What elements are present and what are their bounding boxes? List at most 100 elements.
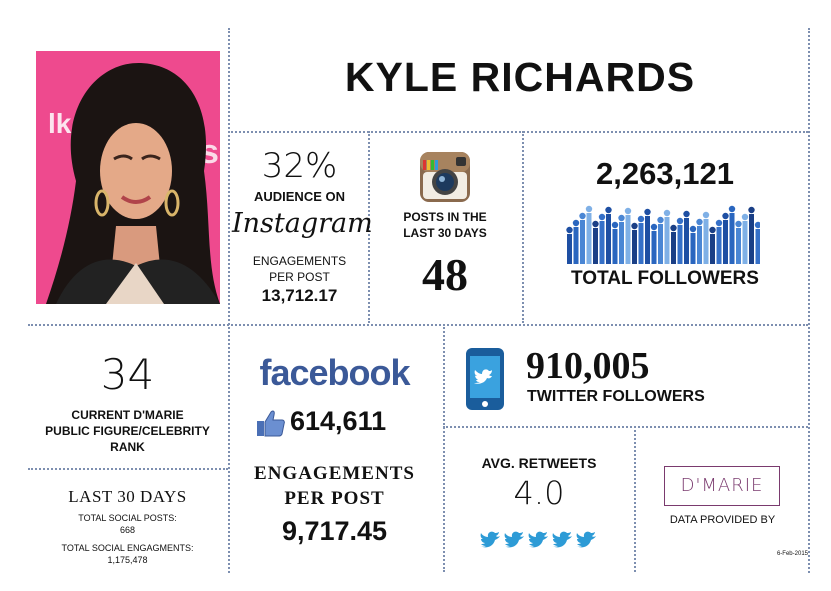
instagram-posts-label-2: LAST 30 DAYS [403,226,487,240]
crowd-figure-head [663,209,671,217]
twitter-followers-label: TWITTER FOLLOWERS [527,388,705,405]
crowd-figure-head [592,220,599,228]
divider-title-bottom [228,131,808,133]
crowd-figure-head [644,208,651,216]
last30-engagements-value: 1,175,478 [107,555,148,565]
crowd-figure [742,221,748,264]
crowd-figure-head [722,212,729,220]
twitter-bird-icon [552,531,572,548]
crowd-figure [580,220,585,264]
total-followers-value: 2,263,121 [596,156,734,191]
instagram-engagements-label-1: ENGAGEMENTS [252,254,347,268]
crowd-figure [690,233,696,264]
rank-label-2: PUBLIC FIGURE/CELEBRITY [45,424,210,438]
crowd-figure [684,218,689,264]
crowd-figure-head [715,219,723,227]
crowd-figure [593,228,598,264]
instagram-posts-value: 48 [422,249,468,300]
crowd-figure-head [676,217,684,225]
dmarie-logo: D'MARIE [664,466,780,506]
portrait-photo: lk s [36,51,220,304]
crowd-figure-head [696,218,703,226]
instagram-camera-icon [420,152,470,202]
crowd-figure [599,221,605,264]
instagram-wordmark: Instagram [232,208,373,239]
crowd-figure-head [585,205,593,213]
crowd-figure-head [637,215,645,223]
retweets-value: 4.0 [513,474,565,512]
facebook-engagements-label-2: PER POST [284,488,385,509]
divider-fb-right [443,324,445,572]
crowd-figure [612,229,618,264]
crowd-figure-head [579,212,586,220]
last30-posts-label: TOTAL SOCIAL POSTS: [78,513,177,523]
instagram-engagements-label-2: PER POST [269,270,330,284]
dmarie-logo-text: D'MARIE [680,475,764,496]
crowd-figure [723,220,728,264]
crowd-figure [755,229,761,264]
crowd-figure [677,225,683,264]
svg-text:lk: lk [48,108,72,139]
crowd-figure-head [735,220,742,228]
twitter-bird-icon [576,531,596,548]
crowd-figure [632,230,637,264]
instagram-posts-label-1: POSTS IN THE [403,210,487,224]
divider-ig-posts-right [522,131,524,323]
crowd-figure [710,234,715,264]
divider-ig-posts-left [368,131,370,323]
crowd-figure [645,216,650,264]
twitter-birds-row [478,530,603,552]
crowd-figure [749,214,754,264]
crowd-figure [606,214,611,264]
instagram-audience-percent: 32% [261,146,338,186]
portrait-illustration: lk s [36,51,220,304]
total-followers-label: TOTAL FOLLOWERS [571,268,759,289]
twitter-bird-icon [504,531,524,548]
twitter-phone-icon [465,347,505,411]
last30-engagements-label: TOTAL SOCIAL ENGAGMENTS: [61,543,194,553]
facebook-engagements-value: 9,717.45 [281,516,388,546]
crowd-figure-head [748,206,755,214]
crowd-figure-head [709,226,716,234]
crowd-figure [697,226,702,264]
facebook-wordmark: facebook [259,352,410,393]
crowd-figure [625,215,631,264]
crowd-figure-head [605,206,612,214]
rank-value: 34 [100,350,155,399]
page-title: KYLE RICHARDS [344,54,696,100]
last30-heading: LAST 30 DAYS [68,487,187,506]
crowd-figure-head [754,221,762,229]
retweets-label: AVG. RETWEETS [481,455,597,471]
crowd-icon [565,200,762,264]
crowd-figure [651,231,657,264]
divider-middle [28,324,808,326]
facebook-likes-value: 614,611 [290,406,387,436]
last30-posts-value: 668 [119,525,136,535]
twitter-followers-value: 910,005 [526,345,650,387]
twitter-bird-icon [528,531,548,548]
data-provided-by: DATA PROVIDED BY [669,514,776,526]
crowd-figure-head [741,213,749,221]
crowd-figure-head [566,226,573,234]
crowd-figure-head [572,219,580,227]
crowd-figure [567,234,572,264]
crowd-figure-head [702,211,710,219]
crowd-figure [703,219,709,264]
instagram-audience-label: AUDIENCE ON [253,189,345,204]
crowd-figure [671,232,676,264]
crowd-figure [736,228,741,264]
divider-twitter-lower [443,426,808,428]
facebook-engagements-label-1: ENGAGEMENTS [254,463,415,484]
crowd-figure-head [618,214,625,222]
crowd-figure-head [598,213,606,221]
crowd-figure-head [624,207,632,215]
crowd-figure-head [670,224,677,232]
crowd-figure-head [657,216,664,224]
crowd-figure-head [631,222,638,230]
crowd-figure-head [611,221,619,229]
crowd-figure [658,224,663,264]
crowd-figure [573,227,579,264]
rank-label-1: CURRENT D'MARIE [71,408,184,422]
instagram-engagements-value: 13,712.17 [261,286,338,305]
crowd-figure [716,227,722,264]
